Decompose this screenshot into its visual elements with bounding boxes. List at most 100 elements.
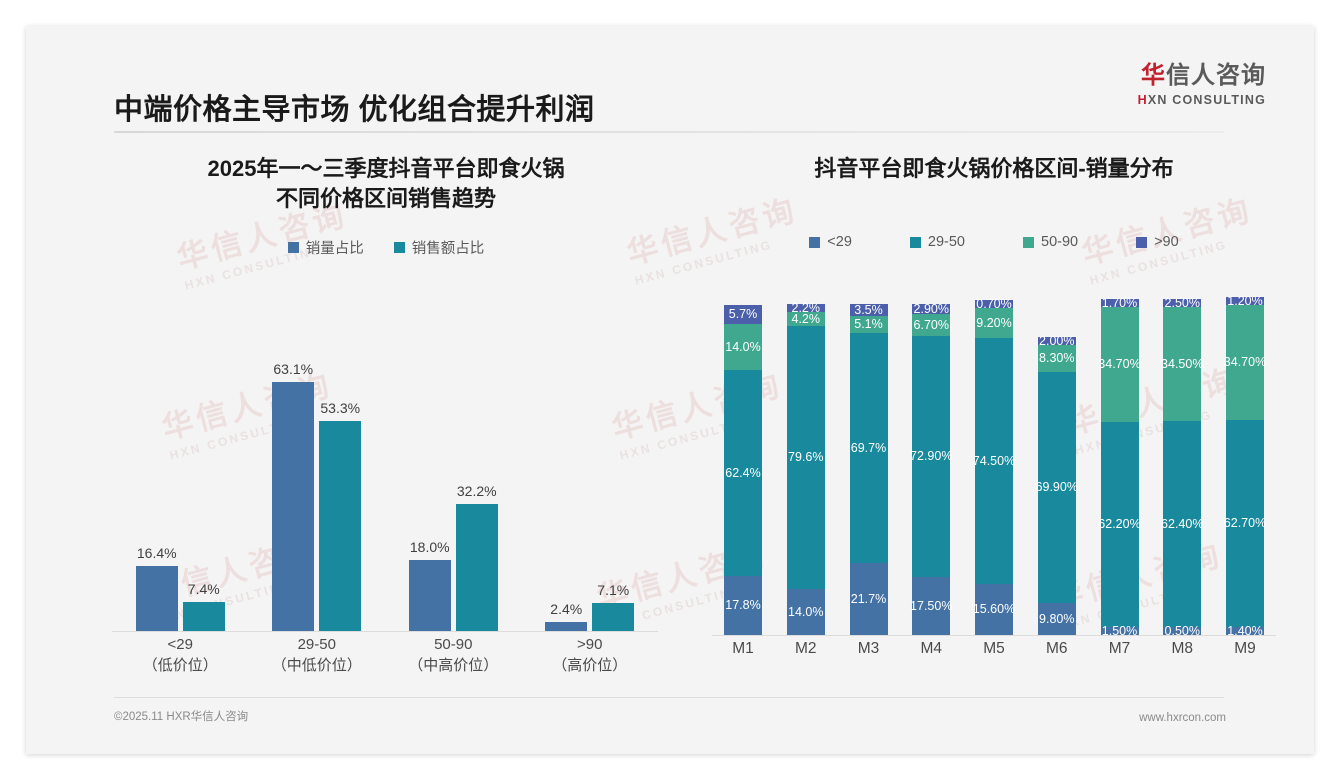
segment-value-label: 69.90% <box>1035 480 1078 495</box>
bar-group: 63.1% 53.3% <box>261 322 373 631</box>
stack-segment[interactable]: 15.60% <box>972 584 1016 635</box>
footer-divider <box>114 697 1224 698</box>
stack-segment[interactable]: 79.6% <box>786 326 825 589</box>
bar[interactable] <box>545 622 588 631</box>
stack-segment[interactable]: 14.0% <box>786 589 825 635</box>
bar[interactable] <box>272 382 315 631</box>
stack-segment[interactable]: 72.90% <box>910 336 953 577</box>
segment-value-label: 14.0% <box>725 339 761 354</box>
bar-groups: 16.4% 7.4% 63.1% 53.3% 18.0% 32.2% 2.4% 7.1% <box>112 322 658 631</box>
stack-segment[interactable]: 2.50% <box>1163 295 1202 310</box>
segment-value-label: 6.70% <box>913 317 949 332</box>
stack-segment[interactable]: 0.70% <box>975 298 1013 310</box>
x-axis-tick-label: M5 <box>983 640 1005 657</box>
stack-segment[interactable]: 62.40% <box>1161 421 1203 627</box>
stack-segment[interactable]: 17.8% <box>724 576 762 635</box>
legend-swatch-icon <box>1136 236 1148 248</box>
left-chart-legend: 销量占比 销售额占比 <box>86 237 686 258</box>
segment-value-label: 74.50% <box>972 453 1016 468</box>
stack-segment[interactable]: 14.0% <box>724 324 762 370</box>
bar[interactable] <box>319 421 362 631</box>
stack-segment[interactable]: 1.40% <box>1226 623 1264 638</box>
bar[interactable] <box>408 560 451 631</box>
stack-segment[interactable]: 4.2% <box>786 312 825 326</box>
legend-label: <29 <box>827 234 852 251</box>
x-axis-tick-label: M8 <box>1171 640 1194 657</box>
segment-value-label: 69.7% <box>850 440 887 455</box>
segment-value-label: 15.60% <box>972 602 1016 617</box>
bar-group: 18.0% 32.2% <box>397 322 509 631</box>
legend-item[interactable]: 销量占比 <box>287 237 364 258</box>
legend-item[interactable]: >90 <box>1136 234 1179 250</box>
stack-segment[interactable]: 2.2% <box>786 302 825 314</box>
segment-value-label: 62.4% <box>725 465 761 480</box>
stack-segment[interactable]: 69.7% <box>849 333 888 563</box>
bar[interactable] <box>135 566 178 631</box>
logo-cn-rest: 信人咨询 <box>1166 62 1266 89</box>
legend-item[interactable]: <29 <box>809 234 852 250</box>
stack-segment[interactable]: 62.70% <box>1224 420 1266 627</box>
stack-segment[interactable]: 21.7% <box>849 563 888 635</box>
segment-value-label: 0.50% <box>1164 623 1200 638</box>
segment-value-label: 9.20% <box>976 315 1012 330</box>
legend-label: >90 <box>1154 234 1179 251</box>
slide-header: 中端价格主导市场 优化组合提升利润 华信人咨询 HXN CONSULTING <box>26 26 1314 133</box>
stacked-column: 2.50% 34.50% 62.40% 0.50% <box>1151 295 1213 638</box>
bar[interactable] <box>182 602 225 631</box>
stacked-column: 2.90% 6.70% 72.90% 17.50% <box>900 296 962 635</box>
bar[interactable] <box>455 504 498 631</box>
stack-segment[interactable]: 34.70% <box>1223 305 1267 420</box>
stack-segment[interactable]: 9.20% <box>975 308 1013 338</box>
stack-segment[interactable]: 2.90% <box>912 301 951 316</box>
segment-value-label: 2.90% <box>913 301 949 316</box>
grouped-bar-chart: 16.4% 7.4% 63.1% 53.3% 18.0% 32.2% 2.4% 7.1% <2… <box>102 322 670 674</box>
right-chart-title-line1: 抖音平台即食火锅价格区间-销量分布 <box>814 156 1174 181</box>
bar-wrapper: 18.0% <box>408 322 451 631</box>
stack-segment[interactable]: 5.1% <box>849 316 888 333</box>
stack-segment[interactable]: 17.50% <box>910 577 953 635</box>
stack-segment[interactable]: 9.80% <box>1037 603 1076 635</box>
legend-item[interactable]: 29-50 <box>909 234 965 250</box>
bar-wrapper: 32.2% <box>455 322 498 631</box>
stack-segment[interactable]: 74.50% <box>972 338 1016 584</box>
page-title: 中端价格主导市场 优化组合提升利润 <box>114 94 595 126</box>
left-chart-title-line1: 2025年一～三季度抖音平台即食火锅 <box>207 156 565 181</box>
segment-value-label: 2.50% <box>1164 295 1200 310</box>
segment-value-label: 79.6% <box>788 450 824 465</box>
legend-item[interactable]: 50-90 <box>1023 234 1078 250</box>
x-axis-tick-label: M7 <box>1108 640 1131 657</box>
x-axis-line <box>112 631 658 632</box>
logo-cn-first-char: 华 <box>1141 62 1166 89</box>
segment-value-label: 17.50% <box>910 598 953 613</box>
segment-value-label: 34.70% <box>1223 355 1267 370</box>
legend-item[interactable]: 销售额占比 <box>393 237 484 258</box>
stack-segment[interactable]: 34.70% <box>1098 307 1141 422</box>
stack-segment[interactable]: 1.50% <box>1100 623 1139 638</box>
stack-segment[interactable]: 62.4% <box>724 370 762 576</box>
stack-segment[interactable]: 3.5% <box>849 304 888 316</box>
stack-segment[interactable]: 8.30% <box>1037 345 1076 372</box>
stack-segment[interactable]: 6.70% <box>912 314 951 336</box>
bar[interactable] <box>592 603 635 631</box>
stack-segment[interactable]: 62.20% <box>1098 422 1141 627</box>
stack-segment[interactable]: 0.50% <box>1163 623 1202 638</box>
segment-value-label: 34.70% <box>1098 357 1141 372</box>
logo-english-text: HXN CONSULTING <box>1138 93 1266 107</box>
stack-segment[interactable]: 1.20% <box>1226 295 1264 307</box>
x-axis-tick-label: M9 <box>1234 640 1256 657</box>
logo-en-rest: XN CONSULTING <box>1147 92 1266 107</box>
x-tick-main: 50-90 <box>434 636 473 653</box>
legend-swatch-icon <box>287 241 299 253</box>
x-axis-line <box>712 635 1276 636</box>
stack-segment[interactable]: 5.7% <box>724 305 762 324</box>
stack-segment[interactable]: 1.70% <box>1100 297 1139 309</box>
stack-segment[interactable]: 2.00% <box>1037 335 1076 347</box>
segment-value-label: 1.50% <box>1101 623 1138 638</box>
x-tick-sub: （低价位） <box>142 657 218 675</box>
stack-segment[interactable]: 34.50% <box>1161 307 1203 421</box>
legend-label: 销量占比 <box>305 240 364 257</box>
segment-value-label: 1.40% <box>1227 623 1263 638</box>
stack-segment[interactable]: 69.90% <box>1035 372 1078 603</box>
x-tick-main: 29-50 <box>297 636 336 653</box>
segment-value-label: 72.90% <box>910 449 953 464</box>
